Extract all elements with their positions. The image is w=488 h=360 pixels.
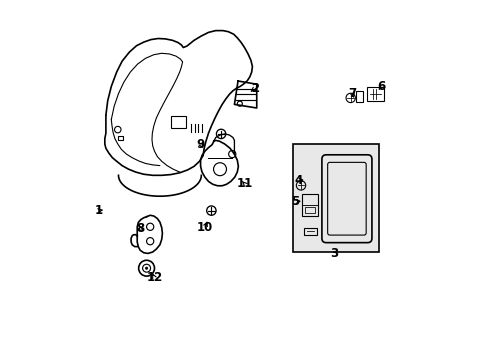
Text: 5: 5 [290,195,299,208]
Text: 1: 1 [95,204,102,217]
Text: 12: 12 [146,271,163,284]
Text: 7: 7 [348,87,356,100]
Text: 11: 11 [236,177,252,190]
Bar [292,144,379,252]
Bar [170,116,185,128]
Text: 9: 9 [196,138,204,150]
Text: 4: 4 [294,174,302,186]
Circle shape [145,267,147,269]
Text: 8: 8 [136,222,144,235]
Bar [302,194,318,216]
Bar [366,87,384,101]
Bar [303,228,316,235]
Text: 6: 6 [376,80,385,93]
Text: 3: 3 [329,247,337,260]
Text: 2: 2 [251,82,259,95]
Text: 10: 10 [196,221,213,234]
Bar [305,207,314,213]
Bar [355,91,363,102]
Bar [118,136,123,140]
